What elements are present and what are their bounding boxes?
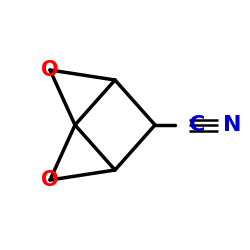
Text: N: N — [223, 115, 242, 135]
Text: O: O — [41, 60, 59, 80]
Text: O: O — [41, 170, 59, 190]
Text: C: C — [189, 115, 206, 135]
